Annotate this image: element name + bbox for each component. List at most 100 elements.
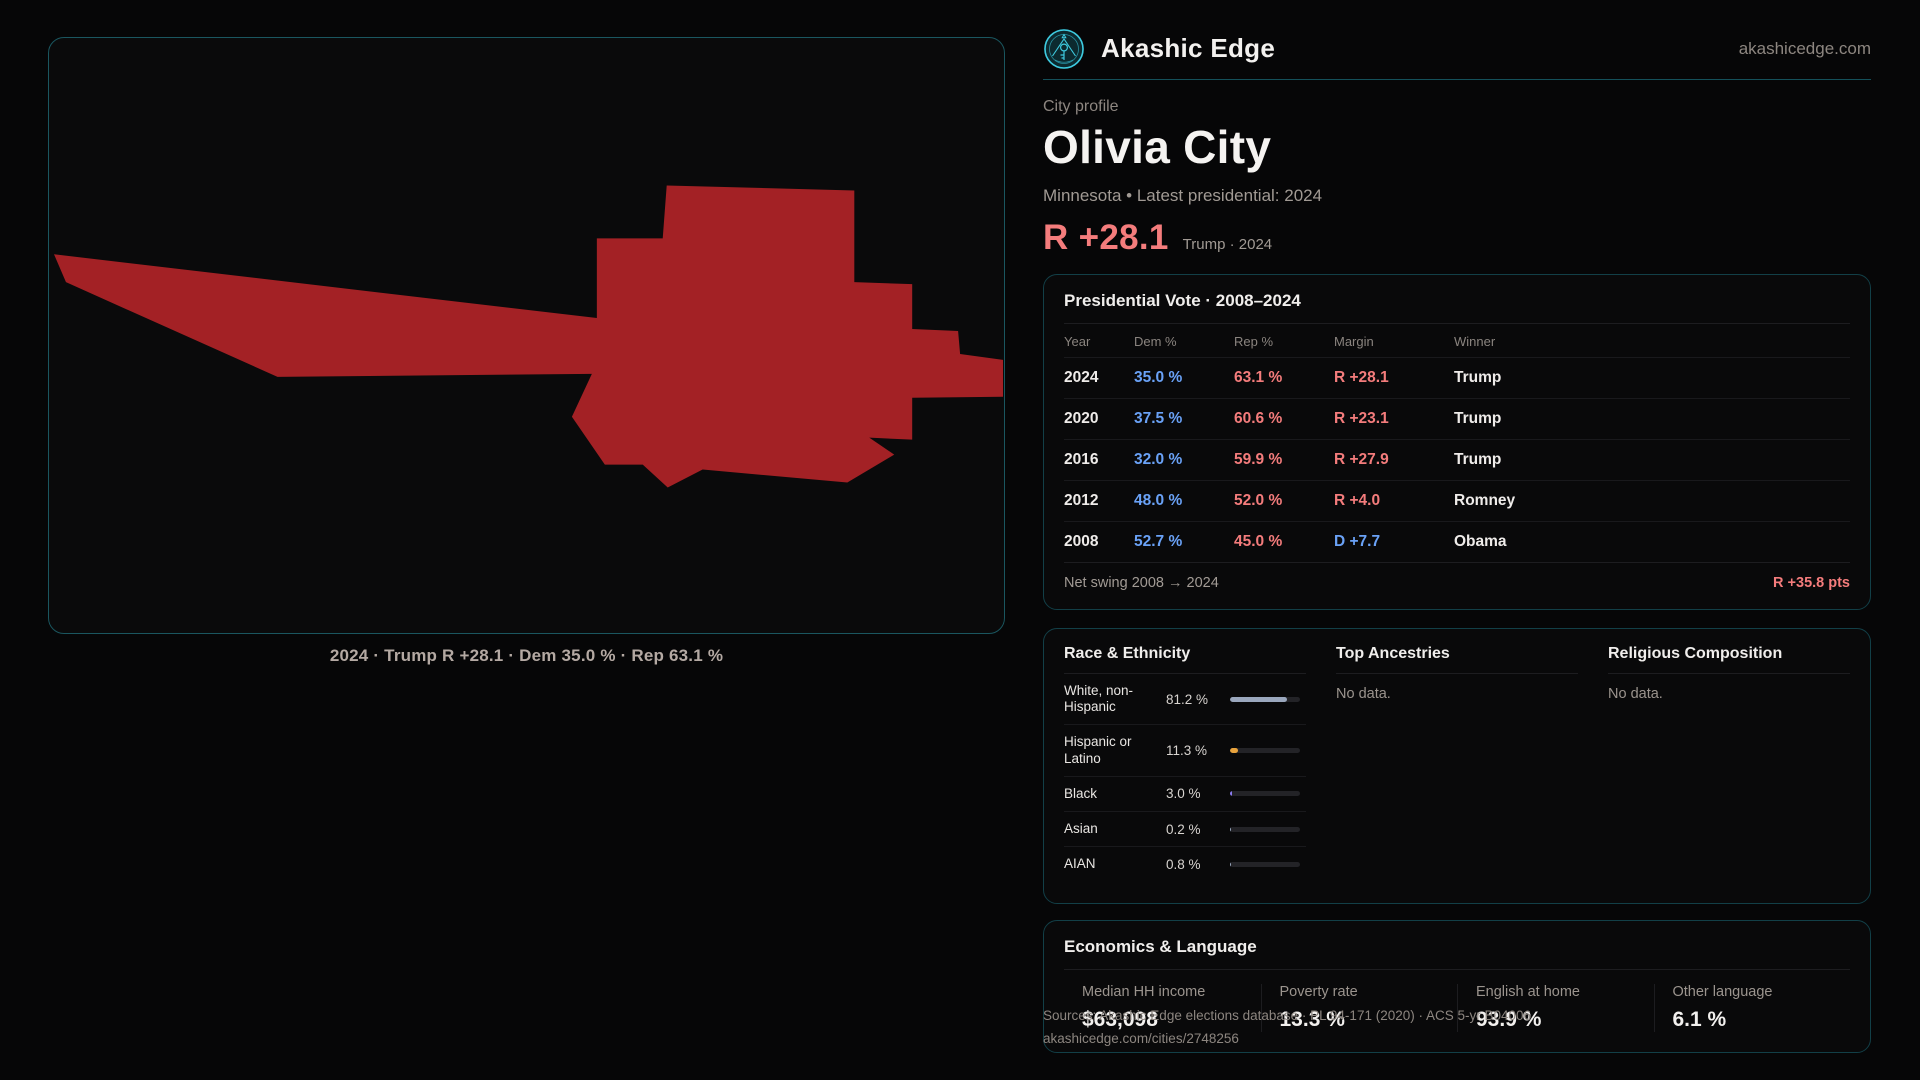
table-cell: Trump (1454, 451, 1502, 468)
table-cell: 52.7 % (1134, 533, 1183, 550)
city-boundary-shape (53, 185, 1004, 488)
table-cell: 2016 (1064, 451, 1099, 468)
ancestries-empty-state: No data. (1336, 686, 1391, 702)
economics-stat: Median HH income $63,098 (1064, 984, 1261, 1032)
table-cell: 35.0 % (1134, 369, 1183, 386)
permalink-line: akashicedge.com/cities/2748256 (1043, 1031, 1239, 1046)
table-cell: R +23.1 (1334, 410, 1389, 427)
race-label: Asian (1064, 820, 1098, 836)
race-row: AIAN 0.8 % (1064, 847, 1306, 881)
vote-table-header: Year Dem % Rep % Margin Winner (1064, 324, 1850, 357)
col-winner: Winner (1454, 334, 1496, 349)
economics-card: Economics & Language Median HH income $63… (1043, 920, 1871, 1054)
headline-stat: R +28.1 Trump · 2024 (1043, 218, 1871, 258)
table-cell: 2008 (1064, 533, 1099, 550)
race-bar (1230, 748, 1300, 754)
table-cell: Trump (1454, 410, 1502, 427)
table-cell: Trump (1454, 369, 1502, 386)
race-ethnicity-title: Race & Ethnicity (1064, 645, 1306, 674)
table-cell: R +4.0 (1334, 492, 1381, 509)
race-value: 3.0 % (1166, 786, 1201, 802)
demographics-card: Race & Ethnicity White, non-Hispanic 81.2… (1043, 628, 1871, 905)
margin-stat: R +28.1 (1043, 218, 1169, 257)
economics-title: Economics & Language (1064, 937, 1850, 971)
col-dem: Dem % (1134, 334, 1177, 349)
religion-title: Religious Composition (1608, 645, 1850, 674)
race-bar (1230, 791, 1300, 797)
race-label: White, non-Hispanic (1064, 683, 1134, 715)
map-caption: 2024 · Trump R +28.1 · Dem 35.0 % · Rep … (329, 646, 724, 665)
economics-stat-value: 6.1 % (1672, 1008, 1727, 1032)
race-row: Asian 0.2 % (1064, 812, 1306, 848)
table-cell: 37.5 % (1134, 410, 1183, 427)
economics-stat-value: $63,098 (1082, 1008, 1158, 1032)
table-row: 2024 35.0 % 63.1 % R +28.1 Trump (1064, 357, 1850, 398)
table-cell: D +7.7 (1334, 533, 1381, 550)
table-row: 2016 32.0 % 59.9 % R +27.9 Trump (1064, 439, 1850, 480)
table-cell: Obama (1454, 533, 1507, 550)
table-cell: R +28.1 (1334, 369, 1389, 386)
race-bar-fill (1230, 791, 1233, 797)
page-eyebrow: City profile (1043, 98, 1119, 115)
net-swing-label: Net swing 2008 → 2024 (1064, 575, 1219, 591)
race-bar-fill (1230, 696, 1287, 702)
race-label: Black (1064, 785, 1098, 801)
table-cell: 60.6 % (1234, 410, 1283, 427)
demographics-grid: Race & Ethnicity White, non-Hispanic 81.2… (1064, 645, 1850, 881)
table-cell: 2012 (1064, 492, 1099, 509)
vote-table-body: 2024 35.0 % 63.1 % R +28.1 Trump 2020 37.5 % 60… (1064, 357, 1850, 562)
sources-line: Sources: Akashic Edge elections database… (1043, 1008, 1532, 1023)
page-subtitle: Minnesota • Latest presidential: 2024 (1043, 186, 1323, 205)
top-ancestries-title: Top Ancestries (1336, 645, 1578, 674)
economics-stat-label: Other language (1672, 984, 1773, 1001)
brand-domain: akashicedge.com (1738, 38, 1871, 58)
table-cell: 63.1 % (1234, 369, 1283, 386)
race-row: Hispanic or Latino 11.3 % (1064, 725, 1306, 777)
race-bar-fill (1230, 748, 1238, 754)
economics-stat-label: Median HH income (1082, 984, 1206, 1001)
economics-stat: English at home 93.9 % (1457, 984, 1654, 1033)
sources-footer: Sources: Akashic Edge elections database… (1043, 1004, 1643, 1050)
vote-table-title: Presidential Vote · 2008–2024 (1064, 291, 1850, 324)
race-label: Hispanic or Latino (1064, 734, 1132, 766)
table-cell: 2020 (1064, 410, 1099, 427)
race-bar-fill (1230, 861, 1231, 867)
table-cell: R +27.9 (1334, 451, 1389, 468)
table-row: 2012 48.0 % 52.0 % R +4.0 Romney (1064, 480, 1850, 521)
race-row: White, non-Hispanic 81.2 % (1064, 674, 1306, 726)
margin-stat-caption: Trump · 2024 (1182, 236, 1273, 253)
race-bar (1230, 861, 1300, 867)
table-cell: 59.9 % (1234, 451, 1283, 468)
col-margin: Margin (1334, 334, 1374, 349)
table-row: 2008 52.7 % 45.0 % D +7.7 Obama (1064, 521, 1850, 562)
race-value: 11.3 % (1166, 743, 1208, 759)
page-title: Olivia City (1043, 121, 1272, 173)
city-map-panel (48, 37, 1005, 634)
economics-stat: Other language 6.1 % (1653, 984, 1851, 1033)
table-cell: 2024 (1064, 369, 1099, 386)
net-swing-value: R +35.8 pts (1773, 575, 1850, 591)
economics-stat: Poverty rate 13.3 % (1260, 984, 1458, 1033)
net-swing-row: Net swing 2008 → 2024 R +35.8 pts (1064, 562, 1850, 593)
top-ancestries-section: Top Ancestries No data. (1336, 645, 1578, 881)
race-value: 0.2 % (1166, 821, 1201, 837)
col-year: Year (1064, 334, 1091, 349)
religion-empty-state: No data. (1608, 686, 1663, 702)
table-cell: 48.0 % (1134, 492, 1183, 509)
table-cell: 32.0 % (1134, 451, 1183, 468)
religion-section: Religious Composition No data. (1608, 645, 1850, 881)
col-rep: Rep % (1234, 334, 1274, 349)
race-bar (1230, 826, 1300, 832)
table-cell: Romney (1454, 492, 1516, 509)
economics-stats: Median HH income $63,098 Poverty rate 13.3 … (1064, 984, 1851, 1033)
city-map (53, 185, 1004, 488)
race-value: 0.8 % (1166, 856, 1201, 872)
table-row: 2020 37.5 % 60.6 % R +23.1 Trump (1064, 398, 1850, 439)
akashic-edge-logo-icon (1044, 28, 1084, 69)
right-column: Akashic Edge akashicedge.com City profil… (1043, 28, 1871, 1054)
vote-table-card: Presidential Vote · 2008–2024 Year Dem %… (1043, 274, 1871, 610)
race-value: 81.2 % (1166, 691, 1209, 707)
economics-stat-value: 93.9 % (1476, 1008, 1542, 1032)
race-bar (1230, 696, 1300, 702)
